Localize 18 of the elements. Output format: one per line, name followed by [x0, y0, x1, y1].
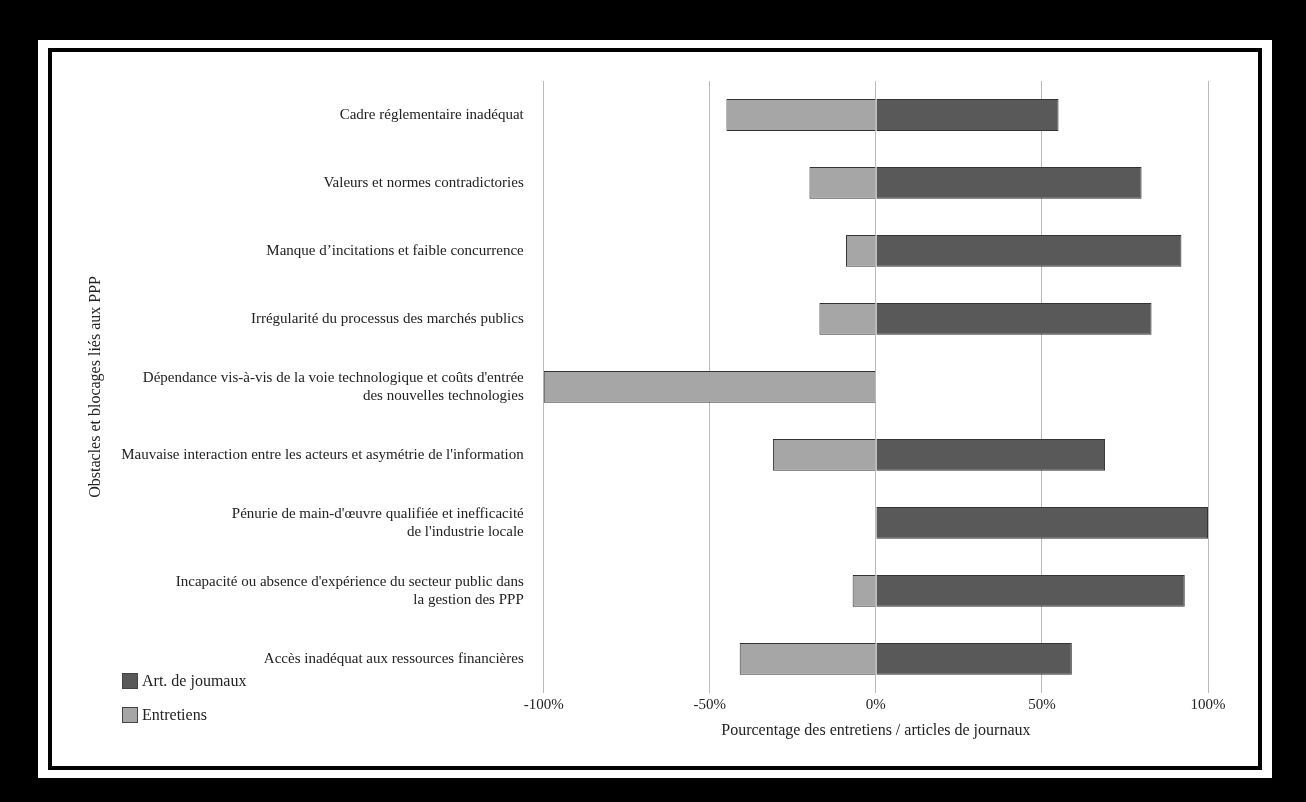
y-tick-label: Irrégularité du processus des marchés publics: [250, 309, 524, 326]
x-tick-label: 0%: [865, 695, 886, 712]
y-axis-title: Obstacles et blocages liés aux PPP: [85, 275, 104, 498]
y-tick-label: Accès inadéquat aux ressources financières: [263, 649, 524, 666]
y-tick-label: Incapacité ou absence d'expérience du secteur public dans la gestion des PPP: [175, 572, 524, 607]
y-tick-label: Cadre réglementaire inadéquat: [339, 105, 525, 122]
x-axis-title: Pourcentage des entretiens / articles de journaux: [721, 720, 1031, 739]
x-tick-label: 100%: [1190, 695, 1226, 712]
x-tick-label: -50%: [693, 695, 727, 712]
legend-label: Entretiens: [142, 706, 207, 724]
x-tick-label: 50%: [1028, 695, 1056, 712]
y-tick-label: Pénurie de main-d'œuvre qualifiée et inefficacité de l'industrie locale: [231, 504, 525, 539]
y-tick-label: Mauvaise interaction entre les acteurs et asymétrie de l'information: [121, 445, 525, 462]
y-tick-label: Dépendance vis-à-vis de la voie technologique et coûts d'entrée des nouvelles technologies: [142, 368, 525, 403]
x-tick-label: -100%: [523, 695, 564, 712]
y-tick-label: Manque d’incitations et faible concurrence: [266, 241, 525, 258]
y-tick-label: Valeurs et normes contradictories: [323, 173, 524, 190]
legend-label: Art. de joumaux: [142, 672, 247, 690]
